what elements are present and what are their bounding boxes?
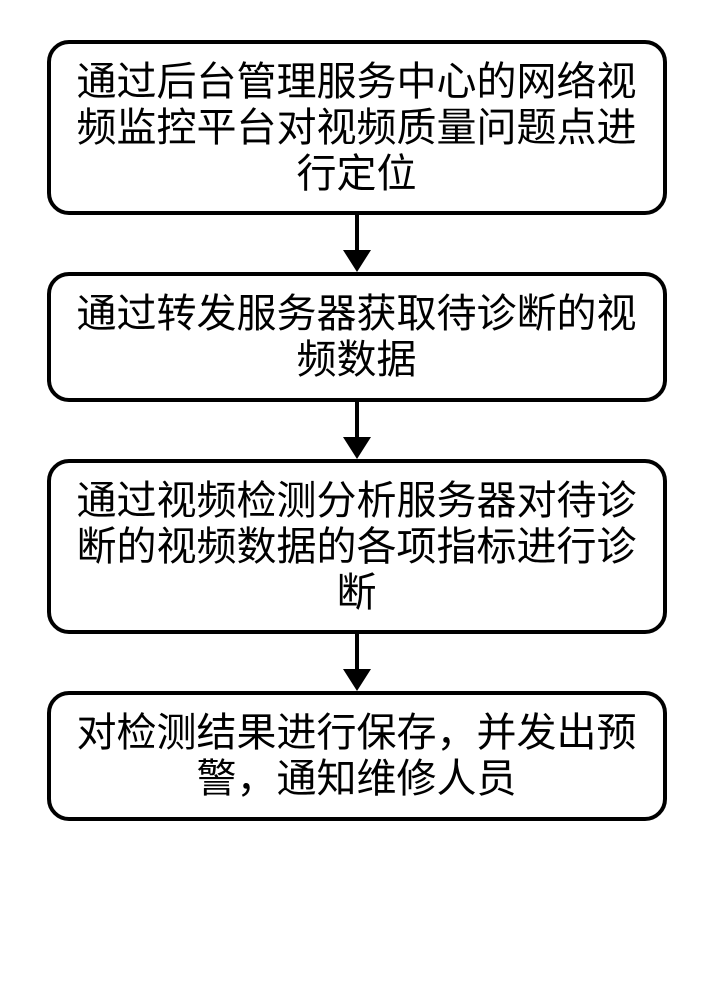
flowchart-container: 通过后台管理服务中心的网络视频监控平台对视频质量问题点进行定位 通过转发服务器获… [0,0,713,1000]
flow-node-4-text: 对检测结果进行保存，并发出预警，通知维修人员 [71,710,643,802]
flow-node-3-text: 通过视频检测分析服务器对待诊断的视频数据的各项指标进行诊断 [71,478,643,616]
flow-node-2-text: 通过转发服务器获取待诊断的视频数据 [71,291,643,383]
flow-arrow-3 [343,634,371,691]
arrow-head-icon [343,669,371,691]
arrow-head-icon [343,250,371,272]
flow-node-3: 通过视频检测分析服务器对待诊断的视频数据的各项指标进行诊断 [47,459,667,634]
arrow-line [355,634,359,670]
arrow-line [355,402,359,438]
flow-arrow-1 [343,215,371,272]
arrow-head-icon [343,437,371,459]
flow-node-1: 通过后台管理服务中心的网络视频监控平台对视频质量问题点进行定位 [47,40,667,215]
arrow-line [355,215,359,251]
flow-node-1-text: 通过后台管理服务中心的网络视频监控平台对视频质量问题点进行定位 [71,59,643,197]
flow-node-2: 通过转发服务器获取待诊断的视频数据 [47,272,667,402]
flow-node-4: 对检测结果进行保存，并发出预警，通知维修人员 [47,691,667,821]
flow-arrow-2 [343,402,371,459]
